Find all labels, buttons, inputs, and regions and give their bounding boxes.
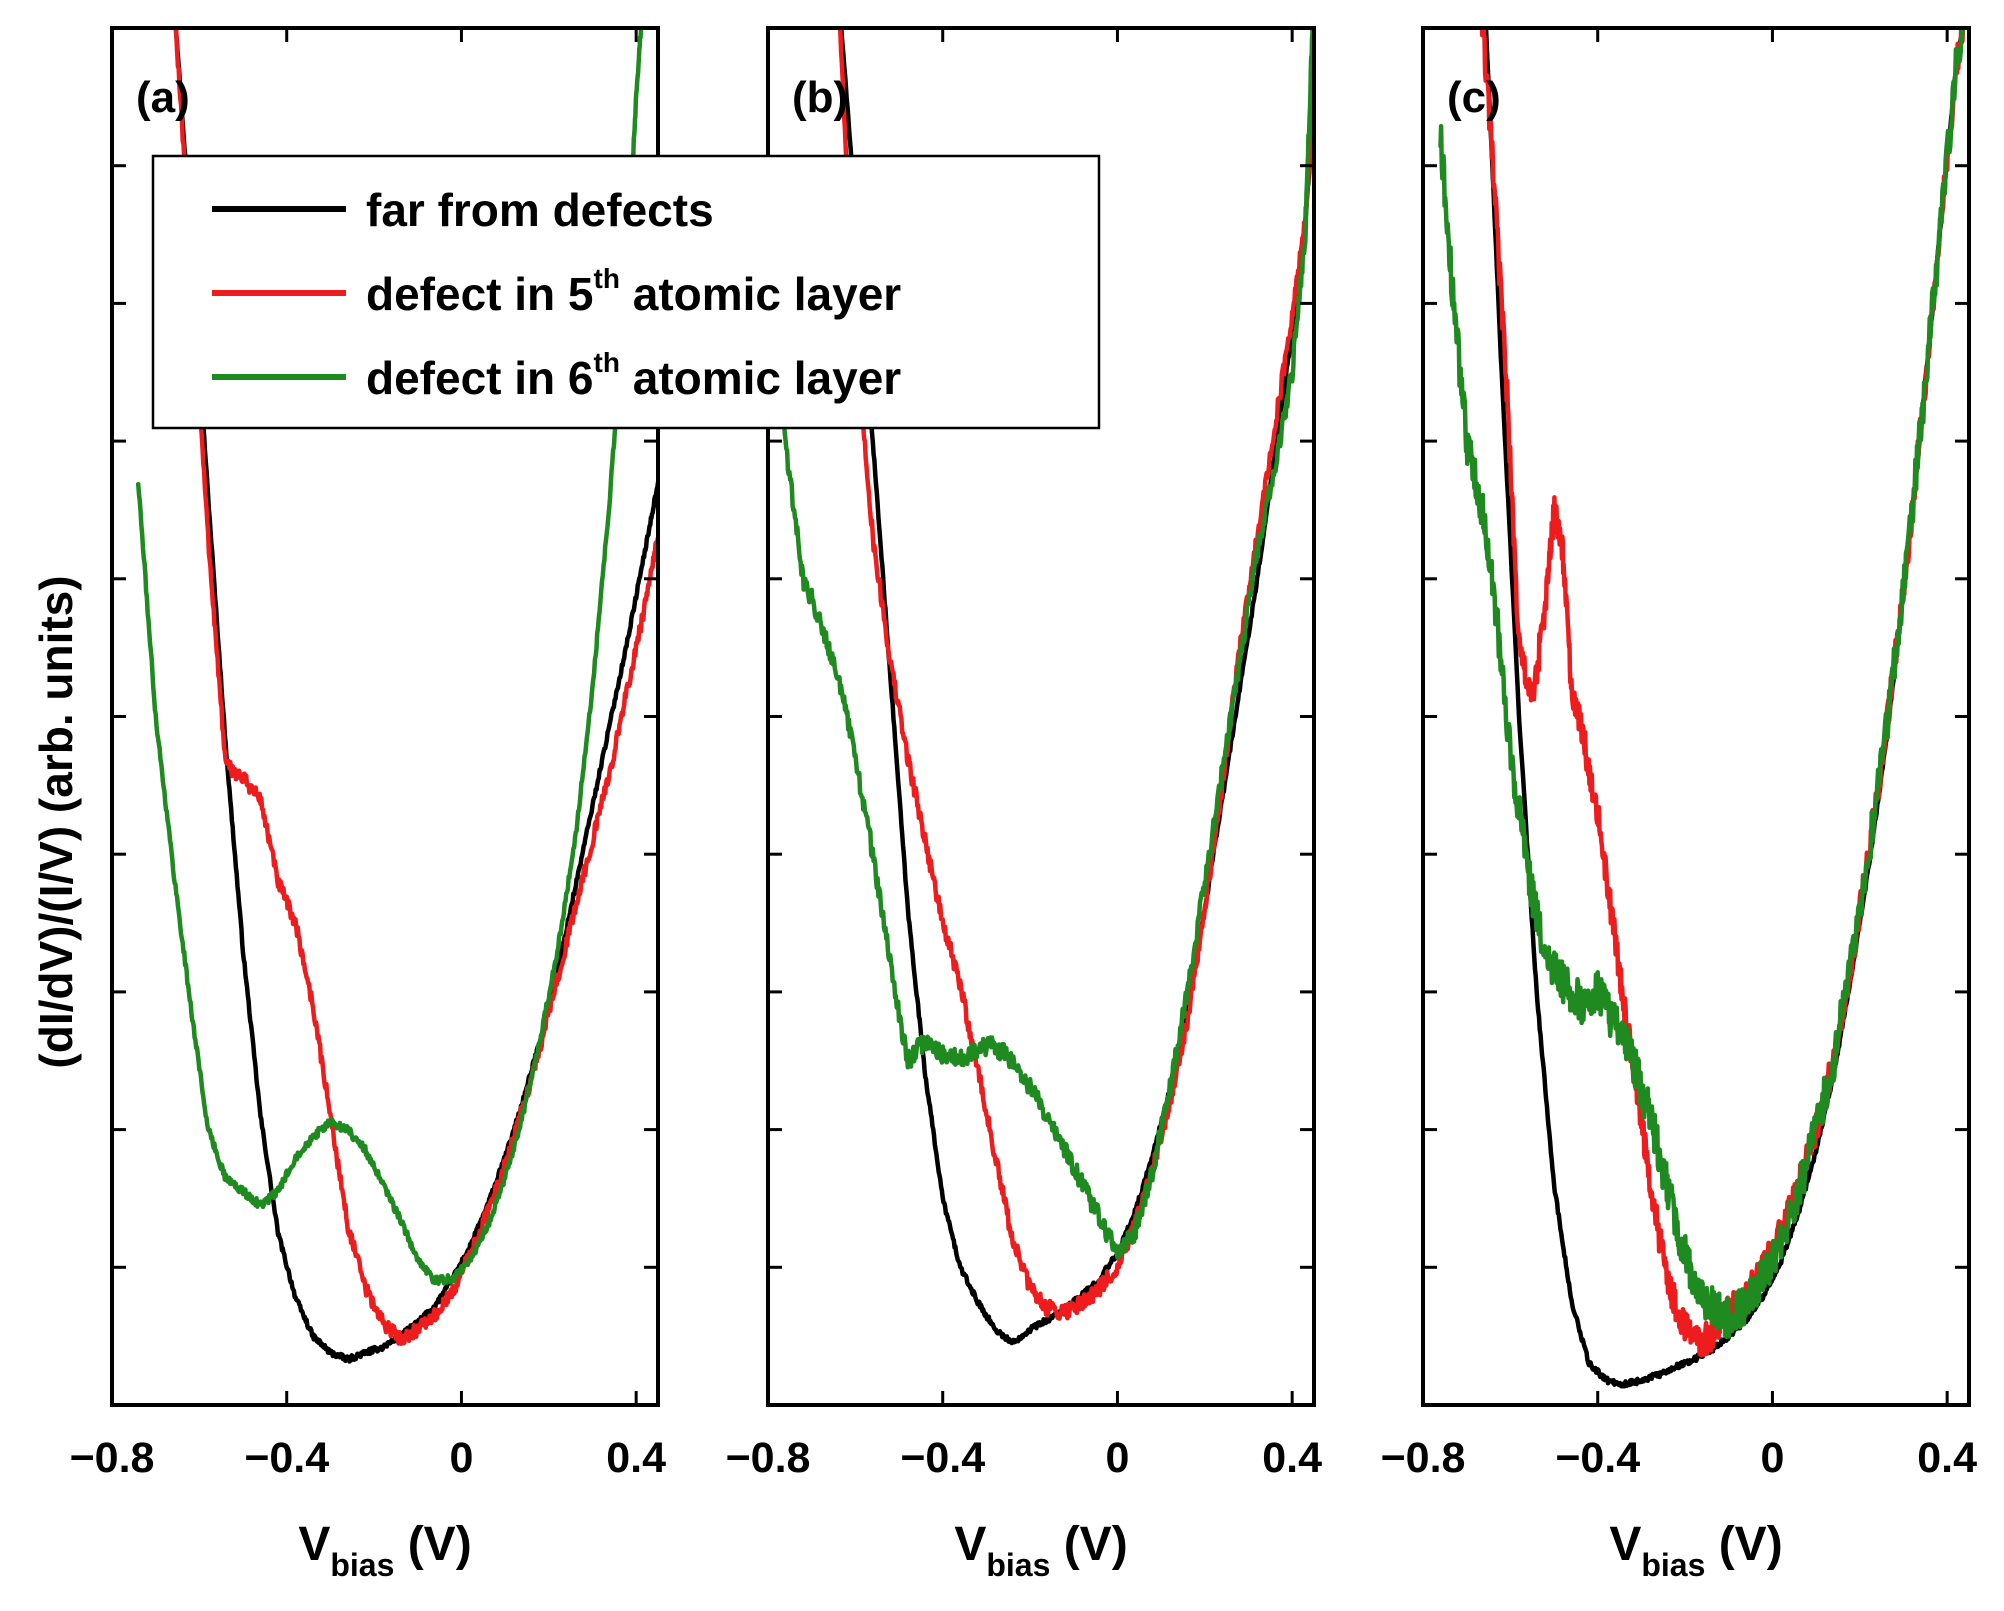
legend-entry-d6: defect in 6th atomic layer (212, 347, 901, 404)
panel-label-b: (b) (792, 73, 848, 122)
x-tick-label: 0.4 (1917, 1434, 1977, 1482)
series-line-far-c (1483, 28, 1965, 1389)
panel-a: −0.8 −0.4 0 0.4 (a) Vbias (V) (70, 26, 666, 1583)
series-line-defect-6th-c (1438, 28, 1966, 1340)
x-tick-label: −0.4 (244, 1434, 329, 1482)
panel-b-data (768, 28, 1314, 1346)
x-tick-label: −0.4 (900, 1434, 985, 1482)
x-axis-label: Vbias (V) (298, 1518, 471, 1583)
series-line-defect-6th-a (135, 28, 644, 1287)
x-tick-label: −0.8 (1381, 1434, 1466, 1482)
panels: −0.8 −0.4 0 0.4 (a) Vbias (V) −0.8 −0.4 0 0.4 (b) V… (70, 26, 1977, 1583)
legend: far from defects defect in 5th atomic la… (151, 154, 1101, 430)
series-line-defect-5th-a (173, 28, 658, 1346)
x-tick-label: −0.4 (1555, 1434, 1640, 1482)
x-tick-label: 0.4 (1262, 1434, 1322, 1482)
legend-text-far: far from defects (366, 184, 714, 236)
panel-a-data (135, 28, 658, 1364)
panel-c-data (1438, 28, 1967, 1389)
series-line-far-b (838, 28, 1314, 1346)
panel-label-c: (c) (1447, 73, 1501, 122)
x-tick-label: −0.8 (70, 1434, 155, 1482)
series-line-defect-6th-b (768, 28, 1314, 1260)
panel-b: −0.8 −0.4 0 0.4 (b) Vbias (V) (726, 26, 1322, 1583)
legend-text-d6: defect in 6th atomic layer (366, 347, 901, 404)
x-tick-label: 0 (1105, 1434, 1129, 1482)
x-tick-label: 0.4 (606, 1434, 666, 1482)
panel-c: −0.8 −0.4 0 0.4 (c) Vbias (V) (1381, 26, 1977, 1583)
x-axis-label: Vbias (V) (954, 1518, 1127, 1583)
x-tick-label: 0 (449, 1434, 473, 1482)
legend-entry-far: far from defects (212, 184, 714, 236)
legend-entry-d5: defect in 5th atomic layer (212, 263, 901, 320)
x-axis-label: Vbias (V) (1609, 1518, 1782, 1583)
series-line-far-a (173, 28, 658, 1364)
x-tick-label: 0 (1760, 1434, 1784, 1482)
y-axis-label: (dI/dV)/(I/V) (arb. units) (30, 575, 82, 1068)
x-tick-label: −0.8 (726, 1434, 811, 1482)
panel-label-a: (a) (136, 73, 190, 122)
legend-text-d5: defect in 5th atomic layer (366, 263, 901, 320)
